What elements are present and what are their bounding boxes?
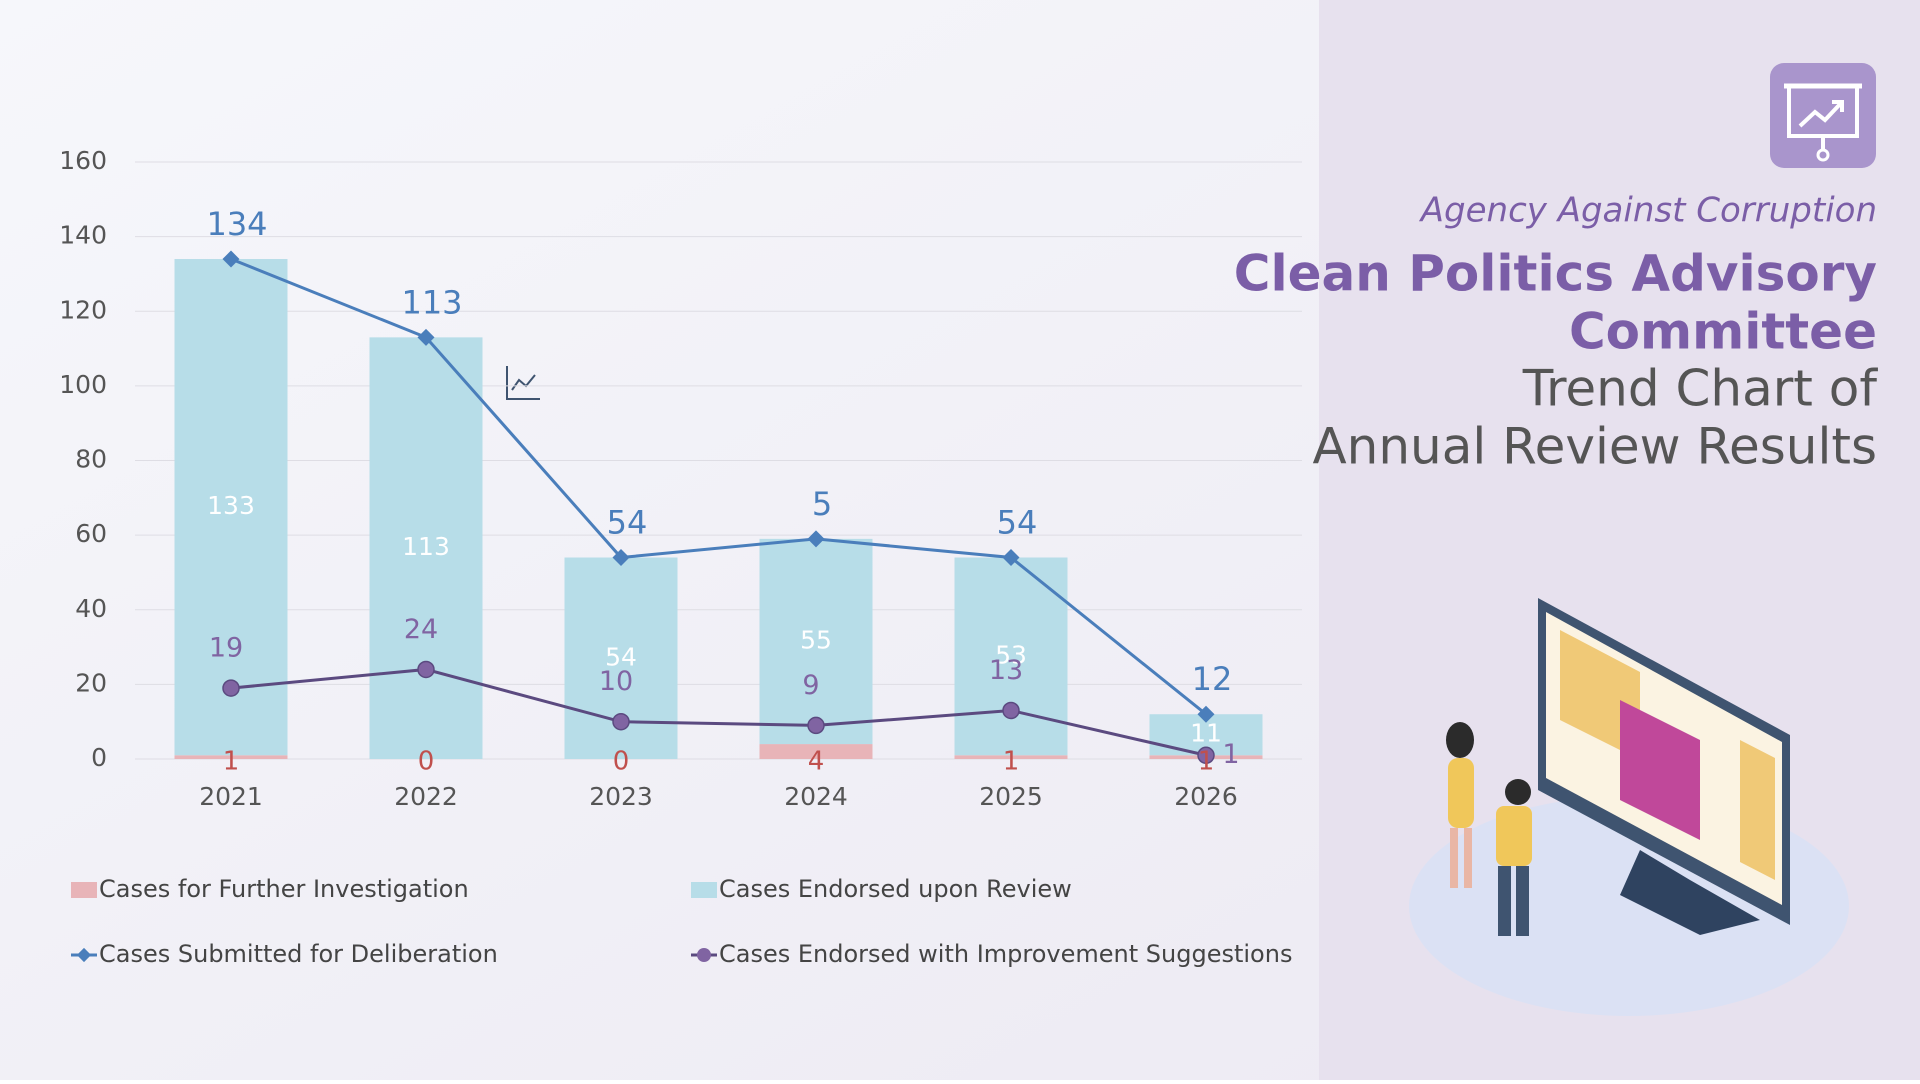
- marker: [417, 328, 435, 346]
- y-tick-label: 100: [59, 370, 107, 399]
- legend-label: Cases for Further Investigation: [99, 875, 469, 903]
- data-label: 13: [989, 655, 1023, 686]
- data-label: 1: [1198, 747, 1215, 777]
- bar-segment: [954, 755, 1068, 759]
- subtitle-line: Annual Review Results: [1312, 418, 1877, 476]
- y-tick-label: 120: [59, 295, 107, 324]
- bar-segment: [369, 337, 483, 759]
- x-tick-label: 2024: [784, 782, 848, 811]
- marker: [222, 679, 240, 697]
- line: [230, 667, 1207, 757]
- data-label: 54: [605, 642, 637, 671]
- y-tick-label: 160: [59, 146, 107, 175]
- data-label: 10: [599, 666, 633, 697]
- data-label: 1: [1003, 747, 1020, 777]
- bar-segment: [759, 538, 873, 745]
- legend-label: Cases Submitted for Deliberation: [99, 940, 498, 968]
- title-line: Committee: [1569, 303, 1877, 361]
- marker: [1197, 705, 1215, 723]
- data-label: 1: [223, 747, 240, 777]
- y-tick-label: 80: [75, 445, 107, 474]
- x-tick-label: 2025: [979, 782, 1043, 811]
- data-label: 4: [808, 747, 825, 777]
- y-tick-label: 20: [75, 668, 107, 697]
- chart-icon: [506, 366, 540, 400]
- presentation-icon: [1770, 63, 1876, 168]
- legend-swatch: [71, 882, 97, 898]
- marker: [807, 530, 825, 548]
- data-label: 19: [209, 633, 243, 664]
- title-line: Clean Politics Advisory: [1234, 245, 1877, 303]
- legend-swatch: [691, 882, 717, 898]
- legend-swatch: [76, 947, 92, 963]
- data-label: 0: [613, 747, 630, 777]
- illustration: [1409, 598, 1849, 1016]
- data-label: 113: [401, 283, 462, 321]
- bar-segment: [954, 557, 1068, 756]
- x-tick-label: 2026: [1174, 782, 1238, 811]
- data-label: 54: [607, 504, 648, 542]
- data-label: 1: [1222, 739, 1239, 770]
- marker: [1002, 549, 1020, 566]
- data-label: 0: [418, 747, 435, 777]
- x-tick-label: 2023: [589, 782, 653, 811]
- data-label: 12: [1192, 660, 1233, 698]
- y-tick-label: 60: [75, 519, 107, 548]
- data-label: 5: [812, 485, 832, 523]
- agency: Agency Against Corruption: [1419, 191, 1877, 231]
- bar-segment: [174, 259, 288, 756]
- data-label: 53: [995, 640, 1027, 669]
- legend-label: Cases Endorsed with Improvement Suggesti…: [719, 940, 1292, 968]
- y-tick-label: 40: [75, 594, 107, 623]
- data-label: 134: [206, 205, 267, 243]
- data-label: 54: [997, 504, 1038, 542]
- data-label: 133: [207, 491, 255, 520]
- data-label: 24: [404, 614, 438, 645]
- y-tick-label: 140: [59, 221, 107, 250]
- legend-swatch: [697, 948, 711, 962]
- data-label: 55: [800, 625, 832, 654]
- line: [230, 257, 1207, 716]
- y-tick-label: 0: [91, 743, 107, 772]
- bar-segment: [759, 744, 873, 759]
- subtitle-line: Trend Chart of: [1522, 360, 1879, 418]
- marker: [612, 549, 630, 566]
- marker: [417, 660, 435, 679]
- marker: [1197, 746, 1215, 765]
- data-label: 9: [802, 670, 819, 701]
- marker: [612, 712, 630, 731]
- legend-label: Cases Endorsed upon Review: [719, 875, 1072, 903]
- x-tick-label: 2021: [199, 782, 263, 811]
- bar-segment: [174, 755, 288, 759]
- marker: [222, 250, 240, 268]
- x-tick-label: 2022: [394, 782, 458, 811]
- data-label: 11: [1190, 719, 1222, 748]
- data-label: 113: [402, 532, 450, 561]
- marker: [1002, 701, 1020, 720]
- marker: [807, 716, 825, 735]
